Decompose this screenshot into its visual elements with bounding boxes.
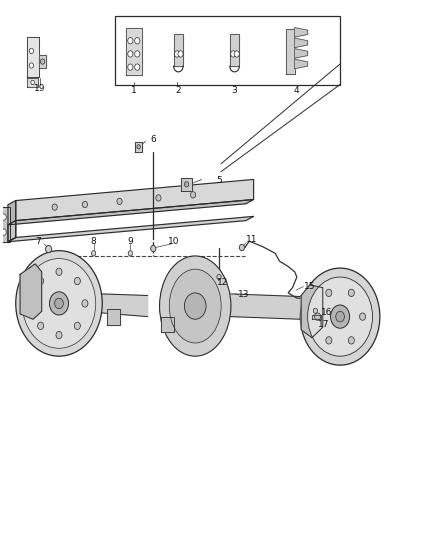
Polygon shape: [8, 221, 16, 241]
Polygon shape: [134, 142, 142, 151]
Text: 8: 8: [91, 237, 96, 246]
Circle shape: [29, 63, 34, 68]
Circle shape: [82, 201, 88, 208]
Polygon shape: [295, 59, 307, 69]
Ellipse shape: [159, 256, 231, 356]
Text: 4: 4: [294, 86, 300, 95]
Text: 13: 13: [238, 290, 250, 299]
Text: 6: 6: [150, 135, 156, 144]
Circle shape: [55, 298, 64, 309]
Polygon shape: [295, 28, 307, 37]
Circle shape: [326, 289, 332, 296]
Circle shape: [56, 332, 62, 339]
Polygon shape: [126, 28, 142, 75]
Circle shape: [184, 182, 189, 187]
Polygon shape: [102, 294, 148, 317]
Text: 10: 10: [168, 237, 179, 246]
Circle shape: [151, 245, 156, 252]
Circle shape: [46, 245, 52, 253]
Circle shape: [234, 51, 239, 57]
Text: 1: 1: [131, 86, 137, 95]
Polygon shape: [181, 177, 192, 191]
Circle shape: [314, 313, 321, 320]
Circle shape: [239, 244, 244, 251]
Text: 2: 2: [176, 86, 181, 95]
Polygon shape: [173, 35, 183, 66]
Bar: [115, 16, 340, 85]
Text: 17: 17: [318, 320, 329, 329]
Polygon shape: [8, 199, 254, 225]
Circle shape: [156, 195, 161, 201]
Text: 19: 19: [34, 84, 45, 93]
Circle shape: [300, 268, 380, 365]
Polygon shape: [0, 207, 10, 241]
Ellipse shape: [169, 269, 221, 343]
Circle shape: [137, 144, 140, 149]
Circle shape: [16, 251, 102, 356]
Polygon shape: [286, 29, 295, 74]
Polygon shape: [106, 309, 120, 325]
Circle shape: [134, 64, 140, 70]
Text: 9: 9: [127, 237, 133, 246]
Circle shape: [307, 277, 372, 356]
Text: 11: 11: [246, 235, 257, 244]
Circle shape: [348, 337, 354, 344]
Circle shape: [184, 293, 206, 319]
Polygon shape: [231, 294, 301, 319]
Text: 12: 12: [217, 278, 228, 287]
Text: 15: 15: [304, 281, 315, 290]
Circle shape: [56, 268, 62, 276]
Circle shape: [1, 214, 6, 220]
Text: 16: 16: [321, 308, 332, 317]
Circle shape: [128, 64, 133, 70]
Circle shape: [336, 311, 344, 322]
Circle shape: [38, 322, 44, 329]
Circle shape: [38, 277, 44, 285]
Circle shape: [117, 198, 122, 205]
Polygon shape: [301, 285, 323, 338]
Circle shape: [30, 300, 36, 307]
Circle shape: [22, 259, 96, 348]
Circle shape: [178, 51, 183, 57]
Circle shape: [217, 274, 221, 280]
Polygon shape: [20, 264, 42, 319]
Circle shape: [52, 204, 57, 211]
Polygon shape: [161, 317, 173, 333]
Text: 5: 5: [216, 176, 222, 185]
Circle shape: [31, 80, 34, 85]
Circle shape: [92, 251, 96, 256]
Polygon shape: [28, 78, 38, 87]
Circle shape: [134, 38, 140, 44]
Circle shape: [174, 51, 180, 57]
Circle shape: [191, 192, 196, 198]
Circle shape: [331, 305, 350, 328]
Circle shape: [348, 289, 354, 296]
Polygon shape: [8, 200, 16, 241]
Polygon shape: [8, 216, 254, 241]
Circle shape: [1, 229, 6, 235]
Polygon shape: [230, 35, 239, 66]
Circle shape: [128, 51, 133, 57]
Polygon shape: [295, 38, 307, 47]
Circle shape: [40, 59, 45, 64]
Circle shape: [313, 308, 318, 313]
Polygon shape: [39, 55, 46, 68]
Circle shape: [360, 313, 366, 320]
Polygon shape: [312, 315, 321, 319]
Circle shape: [29, 49, 34, 53]
Polygon shape: [295, 49, 307, 58]
Circle shape: [128, 251, 133, 256]
Circle shape: [326, 337, 332, 344]
Text: 3: 3: [232, 86, 237, 95]
Circle shape: [74, 277, 80, 285]
Circle shape: [74, 322, 80, 329]
Circle shape: [82, 300, 88, 307]
Polygon shape: [16, 180, 254, 221]
Circle shape: [134, 51, 140, 57]
Circle shape: [49, 292, 68, 315]
Circle shape: [128, 38, 133, 44]
Polygon shape: [27, 37, 39, 77]
Text: 7: 7: [35, 237, 41, 246]
Circle shape: [231, 51, 236, 57]
